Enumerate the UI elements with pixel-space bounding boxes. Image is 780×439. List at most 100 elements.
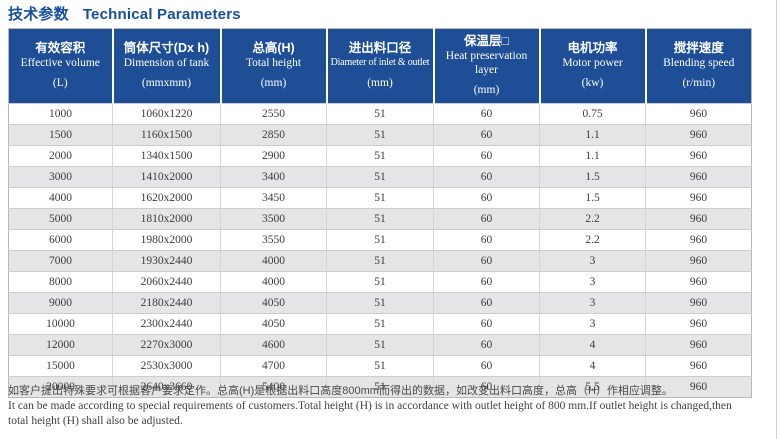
- cell-inlet-outlet-diameter: 51: [326, 187, 434, 209]
- column-header-dimension-of-tank: 筒体尺寸(Dx h) Dimension of tank (mmxmm): [111, 28, 221, 104]
- column-header-en: Motor power: [562, 57, 623, 69]
- column-header-unit: (mm): [260, 77, 287, 89]
- column-header-en: Effective volume: [20, 57, 100, 69]
- cell-motor-power: 3: [539, 313, 646, 335]
- cell-effective-volume: 10000: [8, 313, 113, 335]
- column-header-en: Total height: [245, 57, 302, 69]
- cell-total-height: 3550: [220, 229, 327, 251]
- column-header-total-height: 总高(H) Total height (mm): [219, 28, 327, 104]
- column-header-unit: (L): [52, 77, 68, 89]
- cell-total-height: 2900: [220, 145, 327, 167]
- column-header-en: Diameter of inlet & outlet: [330, 57, 430, 68]
- column-header-motor-power: 电机功率 Motor power (kw): [538, 28, 646, 104]
- technical-parameters-table: 有效容积 Effective volume (L) 筒体尺寸(Dx h) Dim…: [8, 28, 752, 398]
- cell-effective-volume: 5000: [8, 208, 113, 230]
- cell-heat-preservation-layer: 60: [433, 334, 540, 356]
- cell-heat-preservation-layer: 60: [433, 313, 540, 335]
- column-header-zh: 保温层□: [463, 34, 510, 48]
- cell-motor-power: 1.1: [539, 145, 646, 167]
- cell-heat-preservation-layer: 60: [433, 271, 540, 293]
- cell-motor-power: 1.5: [539, 187, 646, 209]
- cell-dimension-of-tank: 1060x1220: [112, 103, 221, 125]
- column-header-zh: 搅拌速度: [673, 41, 724, 55]
- cell-effective-volume: 1500: [8, 124, 113, 146]
- cell-dimension-of-tank: 1810x2000: [112, 208, 221, 230]
- cell-motor-power: 4: [539, 355, 646, 377]
- cell-blending-speed: 960: [645, 376, 752, 398]
- cell-motor-power: 5.5: [539, 376, 646, 398]
- cell-dimension-of-tank: 2640x3660: [112, 376, 221, 398]
- cell-total-height: 4600: [220, 334, 327, 356]
- cell-inlet-outlet-diameter: 51: [326, 208, 434, 230]
- cell-heat-preservation-layer: 60: [433, 208, 540, 230]
- cell-effective-volume: 7000: [8, 250, 113, 272]
- column-header-unit: (mmxmm): [141, 77, 192, 89]
- cell-blending-speed: 960: [645, 250, 752, 272]
- cell-blending-speed: 960: [645, 166, 752, 188]
- cell-blending-speed: 960: [645, 145, 752, 167]
- cell-dimension-of-tank: 2270x3000: [112, 334, 221, 356]
- cell-heat-preservation-layer: 60: [433, 166, 540, 188]
- page-title-zh: 技术参数: [8, 6, 69, 23]
- cell-blending-speed: 960: [645, 271, 752, 293]
- column-header-zh: 进出料口径: [348, 41, 412, 55]
- cell-blending-speed: 960: [645, 229, 752, 251]
- page-title-en: Technical Parameters: [82, 6, 241, 23]
- cell-dimension-of-tank: 1930x2440: [112, 250, 221, 272]
- cell-effective-volume: 9000: [8, 292, 113, 314]
- cell-total-height: 5400: [220, 376, 327, 398]
- cell-heat-preservation-layer: 60: [433, 376, 540, 398]
- cell-total-height: 4000: [220, 250, 327, 272]
- cell-heat-preservation-layer: 60: [433, 229, 540, 251]
- cell-motor-power: 2.2: [539, 229, 646, 251]
- table-header: 有效容积 Effective volume (L) 筒体尺寸(Dx h) Dim…: [8, 28, 752, 104]
- cell-effective-volume: 4000: [8, 187, 113, 209]
- cell-heat-preservation-layer: 60: [433, 187, 540, 209]
- cell-total-height: 4050: [220, 292, 327, 314]
- cell-total-height: 2550: [220, 103, 327, 125]
- cell-effective-volume: 8000: [8, 271, 113, 293]
- cell-effective-volume: 3000: [8, 166, 113, 188]
- cell-total-height: 4050: [220, 313, 327, 335]
- cell-inlet-outlet-diameter: 51: [326, 313, 434, 335]
- cell-dimension-of-tank: 1980x2000: [112, 229, 221, 251]
- column-header-unit: (mm): [473, 84, 500, 96]
- cell-dimension-of-tank: 1620x2000: [112, 187, 221, 209]
- cell-motor-power: 3: [539, 292, 646, 314]
- cell-blending-speed: 960: [645, 355, 752, 377]
- page-edge-line: [776, 0, 777, 439]
- page-title: 技术参数 Technical Parameters: [8, 3, 241, 24]
- cell-dimension-of-tank: 1340x1500: [112, 145, 221, 167]
- cell-motor-power: 0.75: [539, 103, 646, 125]
- table-row: 10000 2300x2440 4050 51 60 3 960: [8, 313, 752, 335]
- column-header-blending-speed: 搅拌速度 Blending speed (r/min): [644, 28, 752, 104]
- column-header-heat-preservation-layer: 保温层□ Heat preservation layer (mm): [432, 28, 540, 104]
- cell-blending-speed: 960: [645, 124, 752, 146]
- cell-dimension-of-tank: 1160x1500: [112, 124, 221, 146]
- cell-blending-speed: 960: [645, 292, 752, 314]
- cell-heat-preservation-layer: 60: [433, 103, 540, 125]
- cell-total-height: 3400: [220, 166, 327, 188]
- cell-motor-power: 3: [539, 250, 646, 272]
- table-row: 9000 2180x2440 4050 51 60 3 960: [8, 292, 752, 314]
- footnote-en-line1: It can be made according to special requ…: [8, 400, 732, 412]
- cell-motor-power: 1.5: [539, 166, 646, 188]
- table-row: 6000 1980x2000 3550 51 60 2.2 960: [8, 229, 752, 251]
- column-header-zh: 电机功率: [567, 41, 618, 55]
- column-header-en: Heat preservation layer: [445, 50, 528, 76]
- footnote-en-line2: total height (H) shall also be adjusted.: [8, 414, 183, 427]
- cell-motor-power: 2.2: [539, 208, 646, 230]
- cell-heat-preservation-layer: 60: [433, 355, 540, 377]
- column-header-inlet-outlet-diameter: 进出料口径 Diameter of inlet & outlet (mm): [325, 28, 434, 104]
- column-header-zh: 有效容积: [35, 41, 86, 55]
- cell-blending-speed: 960: [645, 103, 752, 125]
- column-header-unit: (r/min): [682, 77, 716, 89]
- cell-inlet-outlet-diameter: 51: [326, 103, 434, 125]
- table-row: 7000 1930x2440 4000 51 60 3 960: [8, 250, 752, 272]
- cell-blending-speed: 960: [645, 208, 752, 230]
- table-header-row: 有效容积 Effective volume (L) 筒体尺寸(Dx h) Dim…: [8, 28, 752, 104]
- cell-inlet-outlet-diameter: 51: [326, 250, 434, 272]
- column-header-en: Blending speed: [663, 57, 735, 69]
- cell-total-height: 2850: [220, 124, 327, 146]
- column-header-en: Dimension of tank: [123, 57, 210, 69]
